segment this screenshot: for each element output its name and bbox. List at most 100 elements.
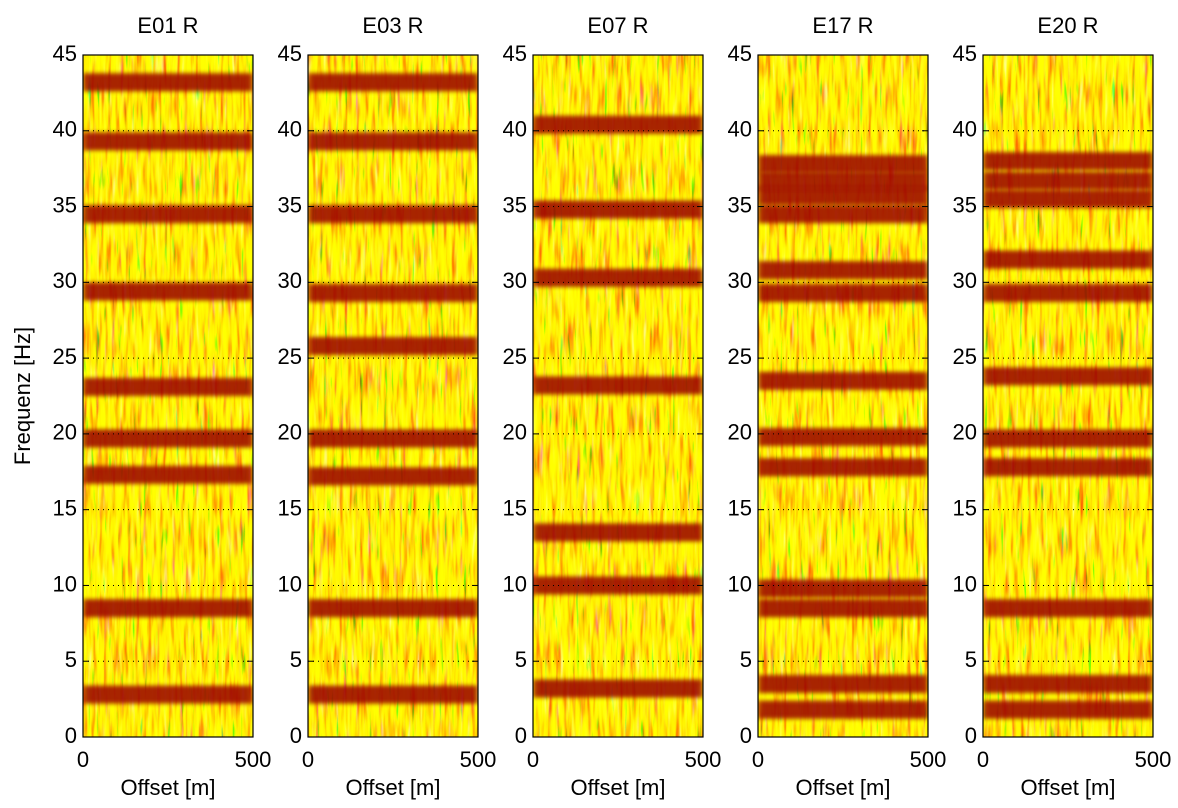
y-tick-label: 10	[503, 571, 527, 596]
energy-band	[308, 132, 478, 151]
y-tick-label: 10	[953, 571, 977, 596]
energy-band	[758, 171, 928, 190]
y-tick-label: 15	[53, 495, 77, 520]
panel: 0 5 10 15 20 25 30 35 40 45 0 500 E20 R Offset [m]	[953, 13, 1172, 800]
y-tick-label: 15	[953, 495, 977, 520]
energy-band	[308, 73, 478, 92]
plot-frame	[532, 54, 704, 738]
energy-band	[758, 186, 928, 206]
x-tick-label: 500	[460, 747, 497, 772]
energy-band	[83, 429, 253, 448]
spectrum-background	[308, 55, 478, 737]
y-tick-label: 10	[278, 571, 302, 596]
x-axis-label: Offset [m]	[571, 775, 666, 800]
y-tick-label: 15	[503, 495, 527, 520]
x-axis-label: Offset [m]	[121, 775, 216, 800]
y-tick-label: 5	[515, 647, 527, 672]
energy-band	[83, 205, 253, 224]
y-tick-label: 45	[728, 41, 752, 66]
energy-band	[758, 579, 928, 598]
energy-band	[83, 282, 253, 301]
y-tick-label: 30	[53, 268, 77, 293]
energy-band	[983, 189, 1153, 209]
energy-band	[983, 367, 1153, 386]
energy-band	[983, 151, 1153, 171]
panel: 0 5 10 15 20 25 30 35 40 45 0 500 E17 R Offset [m]	[728, 13, 947, 800]
y-tick-label: 35	[278, 192, 302, 217]
energy-band	[308, 467, 478, 486]
y-tick-label: 25	[503, 344, 527, 369]
plot-area	[308, 55, 478, 737]
energy-band	[533, 376, 703, 395]
panel: 0 5 10 15 20 25 30 35 40 45 0 500 E07 R Offset [m]	[503, 13, 722, 800]
energy-band	[533, 523, 703, 542]
y-tick-label: 20	[278, 420, 302, 445]
panel-title: E07 R	[587, 13, 648, 38]
y-tick-label: 5	[290, 647, 302, 672]
energy-band	[983, 458, 1153, 477]
plot-area	[83, 55, 253, 737]
x-tick-label: 0	[752, 747, 764, 772]
y-tick-label: 0	[515, 723, 527, 748]
x-tick-label: 500	[235, 747, 272, 772]
energy-band	[83, 465, 253, 484]
y-tick-label: 30	[278, 268, 302, 293]
energy-band	[983, 283, 1153, 303]
y-tick-label: 40	[53, 117, 77, 142]
y-tick-label: 30	[953, 268, 977, 293]
energy-band	[83, 377, 253, 396]
y-tick-label: 0	[65, 723, 77, 748]
x-tick-label: 0	[302, 747, 314, 772]
plot-frame	[82, 54, 254, 738]
energy-band	[83, 73, 253, 92]
y-tick-label: 10	[728, 571, 752, 596]
energy-band	[983, 171, 1153, 190]
y-tick-label: 20	[953, 420, 977, 445]
y-tick-label: 15	[278, 495, 302, 520]
energy-band	[983, 429, 1153, 448]
y-tick-label: 35	[53, 192, 77, 217]
y-tick-label: 20	[728, 420, 752, 445]
plot-frame	[982, 54, 1154, 738]
energy-band	[983, 674, 1153, 694]
plot-area	[533, 55, 703, 737]
energy-band	[533, 200, 703, 219]
energy-band	[83, 132, 253, 151]
y-tick-label: 40	[503, 117, 527, 142]
x-tick-label: 500	[910, 747, 947, 772]
panel-title: E01 R	[137, 13, 198, 38]
energy-band	[758, 205, 928, 224]
y-tick-label: 35	[728, 192, 752, 217]
x-tick-label: 0	[977, 747, 989, 772]
y-tick-label: 25	[728, 344, 752, 369]
energy-band	[758, 371, 928, 390]
energy-band	[758, 700, 928, 719]
y-tick-label: 20	[503, 420, 527, 445]
y-tick-label: 45	[503, 41, 527, 66]
y-tick-label: 5	[65, 647, 77, 672]
panel: 0 5 10 15 20 25 30 35 40 45 0 500 E01 R Offset [m] Fre…	[10, 13, 272, 800]
y-tick-label: 45	[278, 41, 302, 66]
y-axis-label: Frequenz [Hz]	[10, 327, 35, 465]
panel-title: E20 R	[1037, 13, 1098, 38]
energy-band	[533, 679, 703, 698]
y-tick-label: 10	[53, 571, 77, 596]
x-axis-label: Offset [m]	[796, 775, 891, 800]
y-tick-label: 30	[728, 268, 752, 293]
y-tick-label: 5	[740, 647, 752, 672]
energy-band	[983, 250, 1153, 269]
energy-band	[533, 115, 703, 134]
energy-band	[533, 268, 703, 287]
y-tick-label: 40	[278, 117, 302, 142]
y-tick-label: 0	[290, 723, 302, 748]
y-tick-label: 25	[278, 344, 302, 369]
energy-band	[758, 458, 928, 477]
x-tick-label: 500	[685, 747, 722, 772]
energy-band	[308, 336, 478, 356]
energy-band	[758, 155, 928, 174]
y-tick-label: 0	[740, 723, 752, 748]
panel-title: E17 R	[812, 13, 873, 38]
energy-band	[308, 685, 478, 704]
x-axis-label: Offset [m]	[346, 775, 441, 800]
